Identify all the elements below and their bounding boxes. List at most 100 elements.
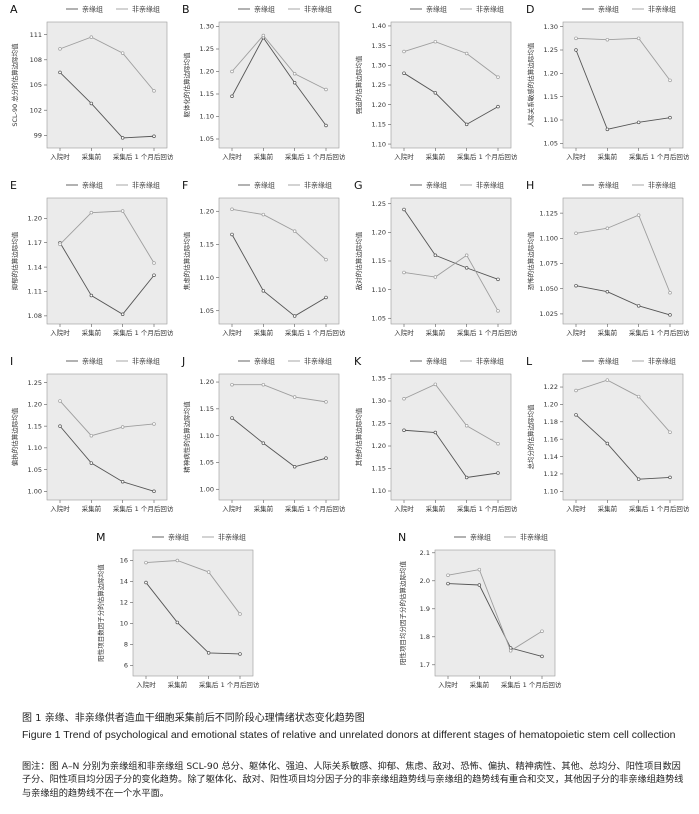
y-tick-label: 1.10 <box>200 432 214 440</box>
legend-label-relative: 亲缘组 <box>254 181 275 190</box>
panel-letter: F <box>182 179 188 192</box>
data-point-relative <box>668 475 672 480</box>
data-point-unrelated <box>261 382 266 387</box>
chart-panel-m: M 亲缘组 非亲缘组 6 8 10 12 14 16 入院时 采集前 采集后 1 个月后回访 阳性项目数因… <box>96 531 260 689</box>
y-tick-label: 1.15 <box>372 465 386 473</box>
y-tick-label: 1.9 <box>420 605 430 613</box>
chart-panel-e: E 亲缘组 非亲缘组 1.08 1.11 1.14 1.17 1.20 入院时 采集前 采集后 1 个… <box>10 179 174 337</box>
data-point-relative <box>496 104 500 109</box>
data-point-relative <box>668 115 672 120</box>
series-line-unrelated <box>59 210 155 264</box>
y-tick-label: 1.125 <box>539 209 558 217</box>
data-point-unrelated <box>324 257 328 262</box>
x-tick-label: 采集后 <box>457 504 477 513</box>
x-tick-label: 采集后 <box>285 328 305 337</box>
y-tick-label: 1.20 <box>28 401 42 409</box>
x-tick-label: 入院时 <box>50 328 70 337</box>
y-tick-label: 1.20 <box>200 68 214 76</box>
data-point-unrelated <box>152 261 156 265</box>
y-tick-label: 1.16 <box>544 435 558 443</box>
y-tick-label: 1.20 <box>200 207 214 215</box>
plot-area <box>218 21 340 149</box>
data-point-relative <box>120 136 125 140</box>
data-point-relative <box>496 277 500 282</box>
series-line-unrelated <box>232 384 327 403</box>
x-tick-label: 入院时 <box>136 680 156 689</box>
data-point-relative <box>292 80 297 85</box>
x-tick-label: 1 个月后回访 <box>651 328 690 337</box>
y-tick-label: 1.05 <box>200 307 214 315</box>
series-line-relative <box>575 49 671 130</box>
data-point-relative <box>402 207 406 212</box>
chart-panel-j: J 亲缘组 非亲缘组 1.00 1.05 1.10 1.15 1.20 入院时 采集前 采集后 1 个… <box>181 355 346 513</box>
x-tick-label: 采集前 <box>82 152 102 161</box>
y-axis-label: SCL-90 总分的估算边际均值 <box>10 43 19 127</box>
data-point-unrelated <box>324 87 328 92</box>
x-tick-label: 1 个月后回访 <box>479 328 518 337</box>
data-point-unrelated <box>433 382 438 387</box>
data-point-unrelated <box>89 433 94 438</box>
data-point-unrelated <box>58 399 62 403</box>
plot-area <box>434 549 556 677</box>
series-line-unrelated <box>447 569 543 652</box>
y-tick-label: 1.35 <box>372 375 386 383</box>
y-axis-label: 精神病性的估算边际均值 <box>182 401 191 473</box>
y-tick-label: 1.20 <box>372 442 386 450</box>
series-line-unrelated <box>59 36 155 92</box>
y-tick-label: 10 <box>120 620 128 628</box>
x-tick-label: 入院时 <box>566 504 586 513</box>
data-point-unrelated <box>636 36 641 41</box>
legend-label-relative: 亲缘组 <box>168 533 189 542</box>
panel-letter: E <box>10 179 17 192</box>
legend-label-relative: 亲缘组 <box>598 181 619 190</box>
data-point-relative <box>144 580 148 585</box>
y-tick-label: 1.05 <box>200 135 214 143</box>
data-point-relative <box>324 295 328 300</box>
x-tick-label: 入院时 <box>50 504 70 513</box>
panel-letter: C <box>354 3 362 16</box>
y-tick-label: 1.15 <box>200 405 214 413</box>
data-point-relative <box>152 134 156 138</box>
y-tick-label: 1.20 <box>372 229 386 237</box>
data-point-relative <box>89 101 94 106</box>
data-point-unrelated <box>668 78 672 83</box>
y-tick-label: 16 <box>120 557 128 565</box>
panel-letter: J <box>181 355 185 368</box>
y-tick-label: 1.30 <box>372 397 386 405</box>
x-tick-label: 入院时 <box>222 328 242 337</box>
data-point-relative <box>120 480 125 484</box>
data-point-unrelated <box>120 209 125 213</box>
series-line-unrelated <box>403 254 499 312</box>
x-tick-label: 采集后 <box>501 680 521 689</box>
data-point-relative <box>230 94 234 98</box>
y-tick-label: 108 <box>30 56 42 64</box>
y-tick-label: 1.30 <box>544 23 558 31</box>
y-tick-label: 1.11 <box>28 288 42 296</box>
y-tick-label: 1.15 <box>372 257 386 265</box>
chart-panel-f: F 亲缘组 非亲缘组 1.05 1.10 1.15 1.20 入院时 采集前 采集后 1 个月后回访… <box>182 179 346 337</box>
series-line-relative <box>575 285 671 316</box>
x-tick-label: 入院时 <box>222 504 242 513</box>
plot-area <box>390 21 512 149</box>
y-tick-label: 1.10 <box>372 286 386 294</box>
data-point-unrelated <box>574 231 578 236</box>
y-tick-label: 1.7 <box>420 661 430 669</box>
data-point-relative <box>636 120 641 125</box>
legend-label-relative: 亲缘组 <box>470 533 491 542</box>
y-tick-label: 1.075 <box>539 260 558 268</box>
x-tick-label: 采集前 <box>426 504 446 513</box>
chart-panel-i: I 亲缘组 非亲缘组 1.00 1.05 1.10 1.15 1.20 1.25 入院时 采集前 采集… <box>10 355 174 513</box>
plot-area <box>46 197 168 325</box>
y-tick-label: 1.14 <box>28 263 42 271</box>
data-point-unrelated <box>58 242 62 247</box>
x-tick-label: 采集后 <box>629 504 649 513</box>
chart-panel-g: G 亲缘组 非亲缘组 1.05 1.10 1.15 1.20 1.25 入院时 采集前 采集后 1 个… <box>354 179 518 337</box>
data-point-unrelated <box>446 573 450 577</box>
y-tick-label: 1.25 <box>372 200 386 208</box>
y-tick-label: 1.25 <box>372 420 386 428</box>
data-point-relative <box>120 312 125 316</box>
legend-label-unrelated: 非亲缘组 <box>218 533 246 542</box>
data-point-relative <box>605 289 610 294</box>
legend-label-relative: 亲缘组 <box>82 5 103 14</box>
data-point-relative <box>58 70 62 75</box>
